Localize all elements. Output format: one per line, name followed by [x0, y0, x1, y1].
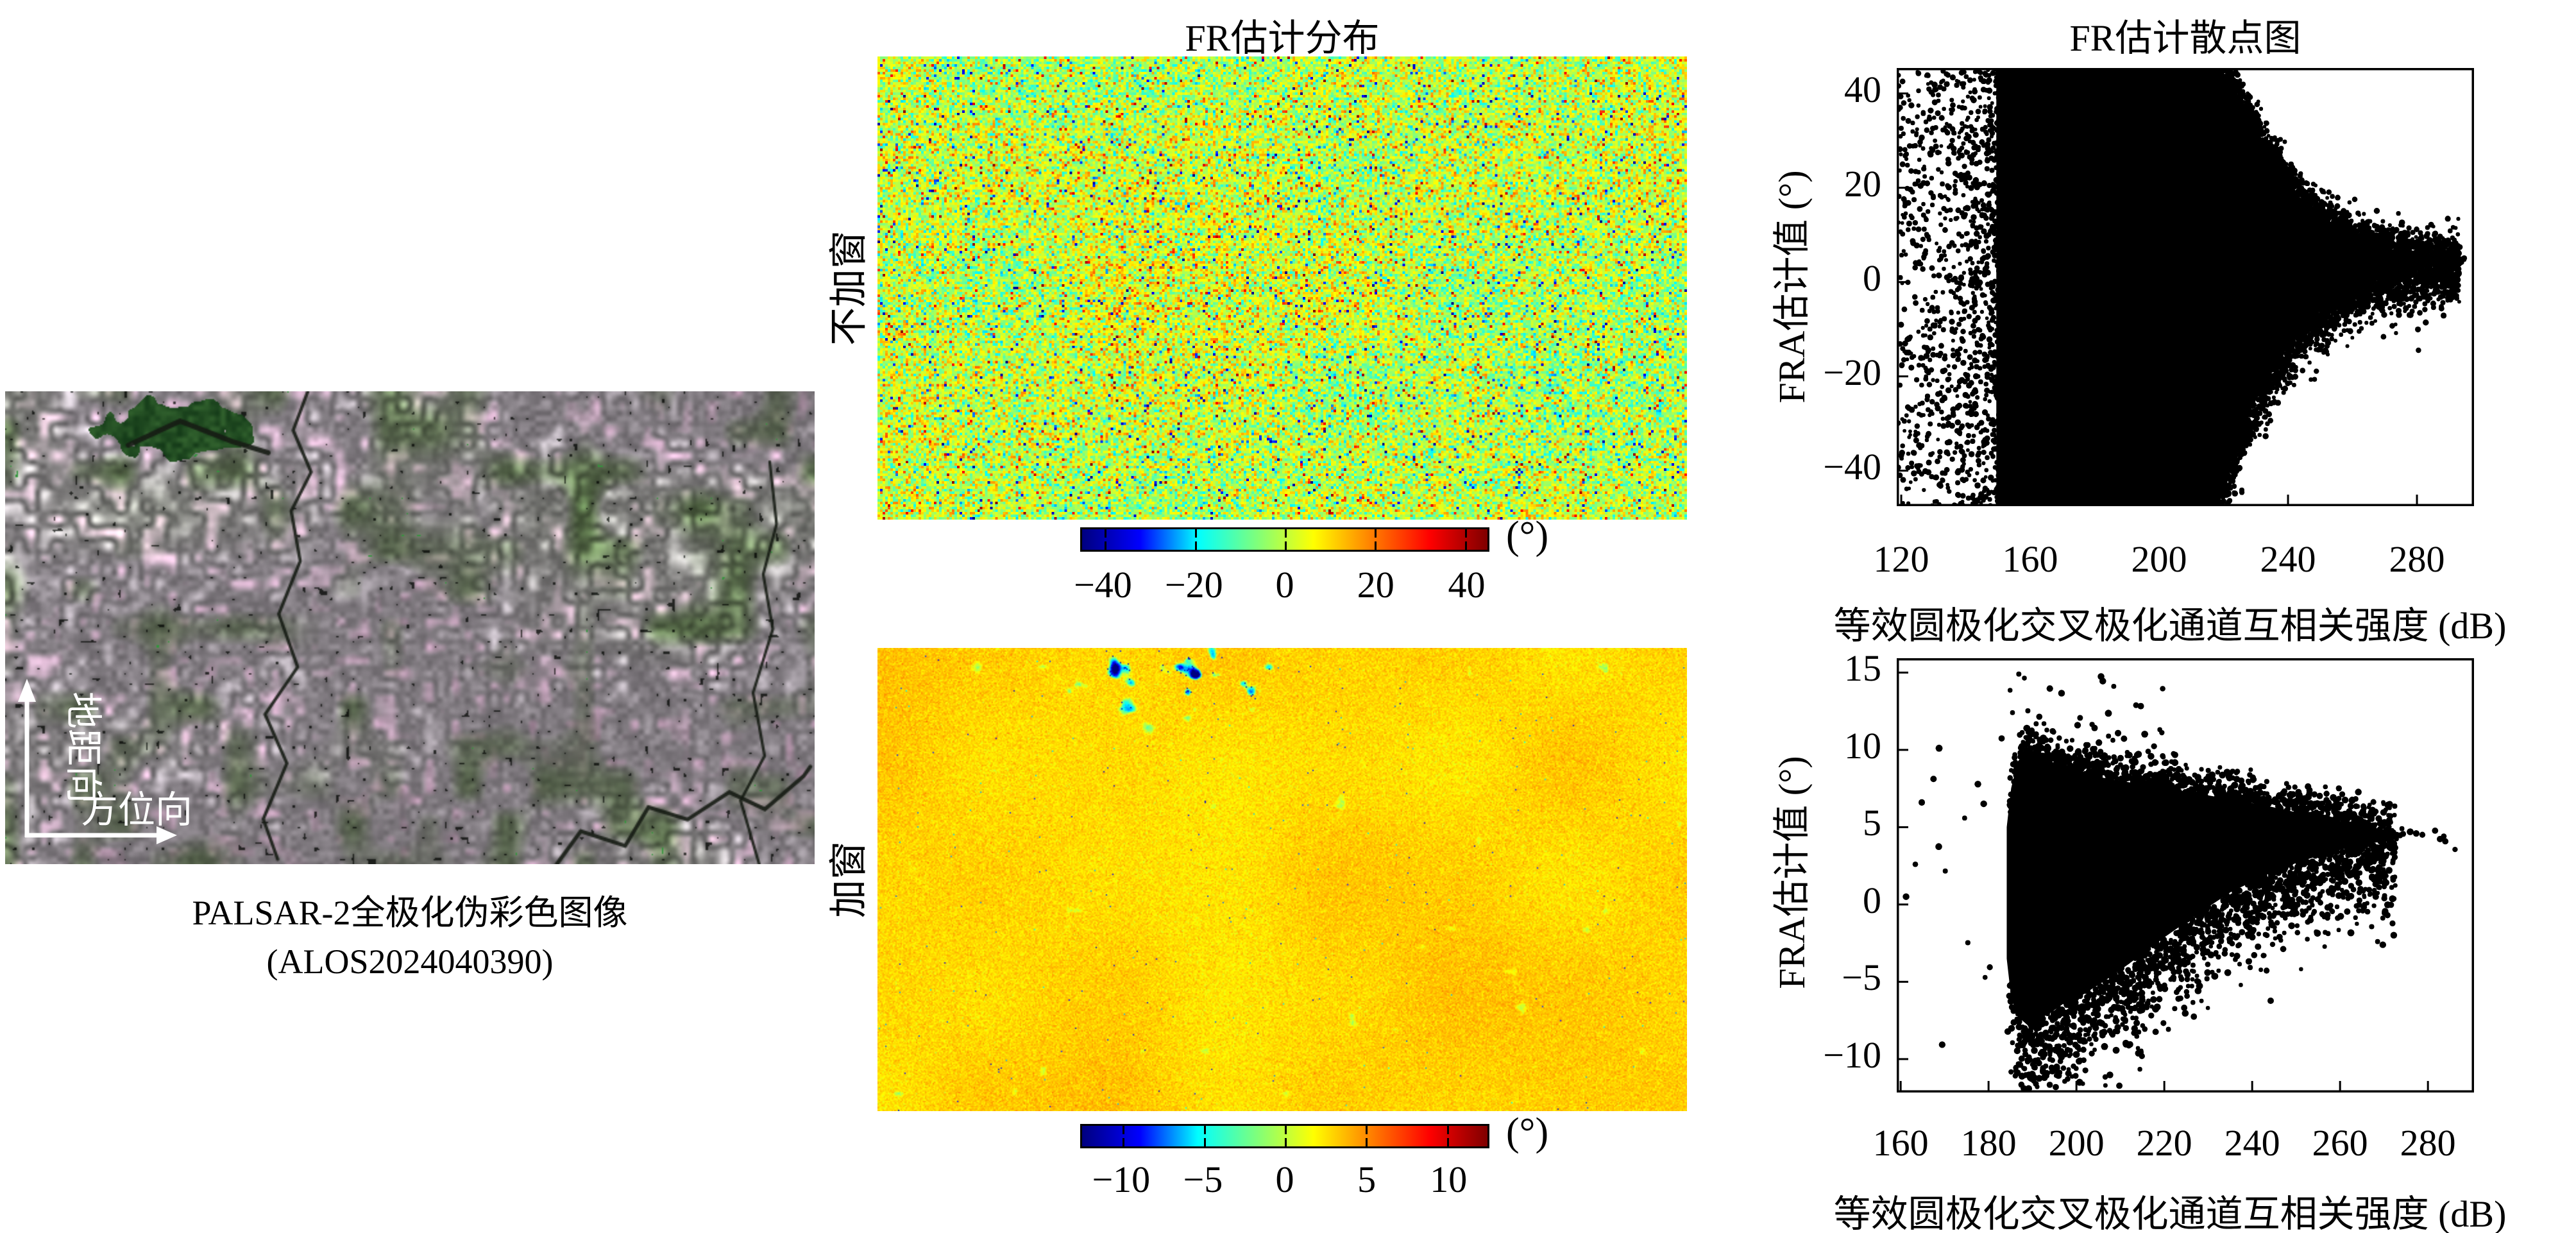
x-tick-label: 120	[1873, 538, 1929, 580]
x-tick-label: 260	[2312, 1122, 2368, 1164]
colorbar-unwindowed	[1080, 527, 1489, 552]
colorbar-tick-mark	[1366, 1126, 1368, 1134]
x-tick-label: 280	[2400, 1122, 2456, 1164]
colorbar-tick-mark	[1464, 529, 1467, 538]
colorbar-tick-label: 40	[1448, 564, 1486, 606]
x-tick-label: 200	[2048, 1122, 2105, 1164]
x-tick-label: 240	[2260, 538, 2316, 580]
colorbar-tick-mark	[1285, 529, 1287, 538]
colorbar-tick-label: 0	[1275, 1159, 1294, 1200]
direction-arrows: 地距向 方位向	[18, 679, 192, 844]
colorbar-tick-label: −5	[1183, 1159, 1223, 1200]
colorbar-tick-label: 0	[1275, 564, 1294, 606]
y-tick-label: 0	[1863, 257, 1881, 299]
colorbar-tick-mark	[1123, 1126, 1125, 1134]
fr-map-unwindowed	[877, 56, 1687, 520]
colorbar-tick-mark	[1203, 1126, 1206, 1134]
azimuth-label: 方位向	[81, 789, 192, 831]
row-label-windowed: 加窗	[827, 841, 870, 918]
colorbar-tick-mark	[1194, 541, 1197, 550]
palsar-caption-line2: (ALOS2024040390)	[266, 942, 554, 981]
colorbar-tick-mark	[1203, 1138, 1206, 1146]
y-tick-label: 0	[1863, 879, 1881, 921]
y-tick-label: −10	[1823, 1033, 1881, 1076]
fr-scatter-windowed-xlabel: 等效圆极化交叉极化通道互相关强度 (dB)	[1833, 1193, 2507, 1233]
colorbar-tick-mark	[1285, 541, 1287, 550]
fr-scatter-title: FR估计散点图	[2069, 17, 2301, 59]
colorbar-tick-mark	[1375, 529, 1377, 538]
fr-distribution-title: FR估计分布	[1185, 17, 1380, 59]
colorbar-tick-mark	[1464, 541, 1467, 550]
y-tick-label: −5	[1842, 957, 1881, 999]
colorbar-tick-mark	[1366, 1138, 1368, 1146]
colorbar-windowed-unit: (°)	[1506, 1110, 1549, 1154]
colorbar-tick-mark	[1194, 529, 1197, 538]
x-tick-label: 220	[2136, 1122, 2192, 1164]
x-tick-label: 160	[1872, 1122, 1929, 1164]
y-tick-label: 20	[1844, 162, 1881, 205]
colorbar-tick-mark	[1446, 1138, 1449, 1146]
y-tick-label: 15	[1844, 647, 1881, 690]
x-tick-label: 160	[2002, 538, 2058, 580]
y-tick-label: −40	[1823, 445, 1881, 488]
y-tick-label: 40	[1844, 68, 1881, 110]
fr-map-windowed	[877, 648, 1687, 1111]
colorbar-tick-label: −10	[1092, 1159, 1151, 1200]
ground-range-label: 地距向	[62, 692, 104, 803]
colorbar-tick-mark	[1285, 1126, 1287, 1134]
colorbar-tick-mark	[1123, 1138, 1125, 1146]
azimuth-arrowhead-icon	[157, 826, 177, 844]
colorbar-tick-label: −40	[1074, 564, 1132, 606]
colorbar-tick-mark	[1375, 541, 1377, 550]
fr-scatter-plot-windowed	[1897, 658, 2474, 1093]
x-tick-label: 280	[2389, 538, 2445, 580]
palsar-caption-line1: PALSAR-2全极化伪彩色图像	[192, 894, 628, 932]
colorbar-windowed	[1080, 1124, 1489, 1148]
colorbar-tick-mark	[1285, 1138, 1287, 1146]
colorbar-tick-label: 20	[1357, 564, 1394, 606]
fr-scatter-plot-unwindowed	[1897, 68, 2474, 506]
colorbar-tick-label: 5	[1357, 1159, 1377, 1200]
x-tick-label: 200	[2131, 538, 2187, 580]
fr-scatter-unwindowed-xlabel: 等效圆极化交叉极化通道互相关强度 (dB)	[1833, 605, 2507, 647]
x-tick-label: 240	[2224, 1122, 2280, 1164]
colorbar-tick-label: −20	[1164, 564, 1223, 606]
row-label-unwindowed: 不加窗	[827, 230, 870, 346]
colorbar-tick-mark	[1446, 1126, 1449, 1134]
colorbar-unwindowed-unit: (°)	[1506, 514, 1549, 557]
y-tick-label: 5	[1863, 802, 1881, 844]
y-tick-label: 10	[1844, 724, 1881, 767]
fr-scatter-windowed-ylabel: FRA估计值 (°)	[1771, 756, 1813, 989]
palsar-pseudocolor-image	[5, 391, 815, 864]
colorbar-tick-mark	[1105, 541, 1107, 550]
palsar-caption: PALSAR-2全极化伪彩色图像 (ALOS2024040390)	[5, 889, 815, 986]
ground-range-arrowhead-icon	[18, 679, 36, 702]
colorbar-tick-label: 10	[1430, 1159, 1468, 1200]
y-tick-label: −20	[1823, 351, 1881, 393]
colorbar-tick-mark	[1105, 529, 1107, 538]
x-tick-label: 180	[1960, 1122, 2017, 1164]
